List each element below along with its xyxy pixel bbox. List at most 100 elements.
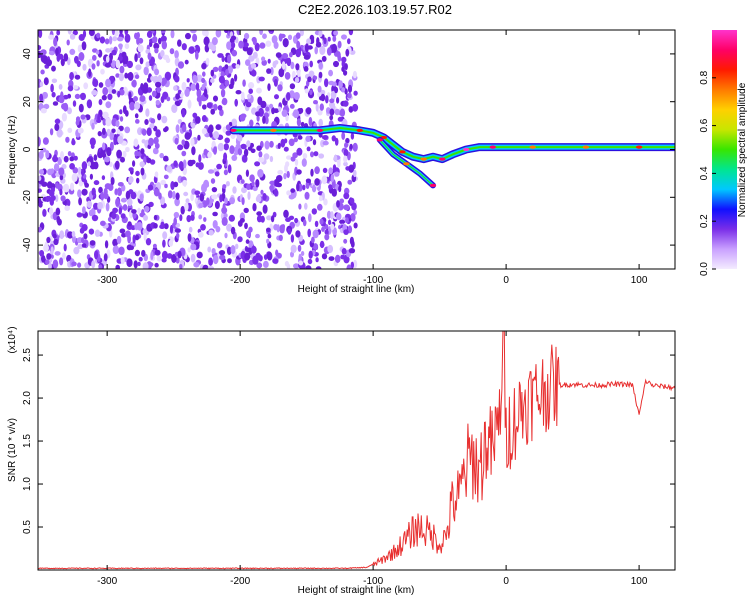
noise-speckle — [73, 246, 80, 255]
noise-speckle — [327, 36, 331, 42]
noise-speckle — [120, 213, 126, 219]
noise-speckle — [311, 208, 317, 215]
noise-speckle — [88, 228, 95, 235]
noise-speckle — [299, 107, 304, 114]
noise-speckle — [115, 59, 121, 69]
noise-speckle — [67, 107, 72, 115]
noise-speckle — [219, 194, 223, 203]
noise-speckle — [281, 109, 288, 117]
noise-speckle — [347, 179, 353, 185]
noise-speckle — [39, 93, 44, 103]
noise-speckle — [55, 194, 59, 202]
noise-speckle — [321, 55, 327, 62]
noise-speckle — [134, 53, 138, 63]
noise-speckle — [146, 30, 153, 38]
noise-speckle — [231, 41, 236, 49]
noise-speckle — [255, 179, 260, 188]
noise-speckle — [154, 68, 160, 76]
noise-speckle — [266, 215, 272, 221]
noise-speckle — [78, 34, 85, 41]
noise-speckle — [245, 169, 249, 177]
noise-speckle — [128, 91, 132, 101]
noise-speckle — [133, 138, 139, 147]
noise-speckle — [201, 128, 207, 135]
noise-speckle — [48, 189, 55, 197]
noise-speckle — [255, 111, 261, 117]
noise-speckle — [171, 254, 177, 263]
noise-speckle — [117, 36, 124, 42]
noise-speckle — [319, 240, 325, 249]
noise-speckle — [349, 143, 353, 150]
noise-speckle — [250, 245, 257, 254]
noise-speckle — [210, 108, 215, 115]
noise-speckle — [225, 124, 231, 131]
noise-speckle — [58, 95, 65, 104]
noise-speckle — [232, 186, 237, 194]
noise-speckle — [62, 183, 70, 193]
noise-speckle — [306, 38, 312, 45]
noise-speckle — [255, 233, 260, 239]
snr-y-tick-label: 2.0 — [22, 391, 33, 405]
noise-speckle — [267, 83, 271, 91]
noise-speckle — [246, 140, 251, 148]
noise-speckle — [203, 179, 210, 188]
noise-speckle — [288, 138, 295, 147]
noise-speckle — [216, 163, 223, 170]
noise-speckle — [161, 40, 167, 50]
noise-speckle — [200, 224, 206, 231]
noise-speckle — [222, 203, 226, 212]
noise-speckle — [39, 81, 44, 87]
noise-speckle — [231, 63, 237, 69]
noise-speckle — [192, 112, 198, 119]
noise-speckle — [52, 259, 59, 269]
noise-speckle — [225, 181, 230, 187]
noise-speckle — [344, 142, 349, 148]
noise-speckle — [227, 54, 232, 64]
noise-speckle — [80, 114, 86, 120]
noise-speckle — [326, 210, 332, 219]
noise-speckle — [328, 256, 335, 261]
noise-speckle — [293, 263, 300, 269]
noise-speckle — [67, 151, 72, 157]
noise-speckle — [212, 66, 219, 72]
snr-x-tick-label: -100 — [363, 576, 383, 587]
noise-speckle — [111, 212, 117, 220]
noise-speckle — [155, 81, 162, 88]
noise-speckle — [163, 223, 169, 230]
noise-speckle — [286, 263, 291, 269]
noise-speckle — [269, 103, 274, 109]
noise-speckle — [195, 116, 201, 124]
noise-speckle — [53, 37, 58, 47]
noise-speckle — [71, 261, 77, 267]
noise-speckle — [212, 211, 218, 217]
noise-speckle — [219, 254, 226, 260]
noise-speckle — [168, 239, 174, 247]
noise-speckle — [67, 30, 72, 35]
noise-speckle — [112, 207, 118, 214]
noise-speckle — [69, 163, 75, 170]
snr-y-tick-label: 2.5 — [22, 348, 33, 362]
noise-speckle — [201, 115, 207, 122]
noise-speckle — [190, 253, 196, 263]
noise-speckle — [45, 195, 50, 203]
colorbar-tick-label: 0.6 — [699, 118, 710, 132]
noise-speckle — [128, 176, 134, 184]
noise-speckle — [349, 197, 355, 205]
noise-speckle — [318, 195, 323, 202]
noise-speckle — [162, 231, 168, 240]
noise-speckle — [59, 257, 64, 266]
noise-speckle — [353, 222, 358, 229]
noise-speckle — [223, 169, 228, 176]
noise-speckle — [62, 252, 66, 260]
noise-speckle — [244, 252, 251, 261]
noise-speckle — [304, 202, 308, 210]
noise-speckle — [268, 30, 274, 33]
noise-speckle — [78, 197, 82, 206]
noise-speckle — [252, 186, 258, 192]
noise-speckle — [340, 254, 346, 260]
noise-speckle — [315, 257, 319, 263]
noise-speckle — [174, 137, 179, 145]
snr-series-line — [38, 331, 675, 570]
noise-speckle — [81, 224, 88, 232]
noise-speckle — [46, 236, 51, 244]
